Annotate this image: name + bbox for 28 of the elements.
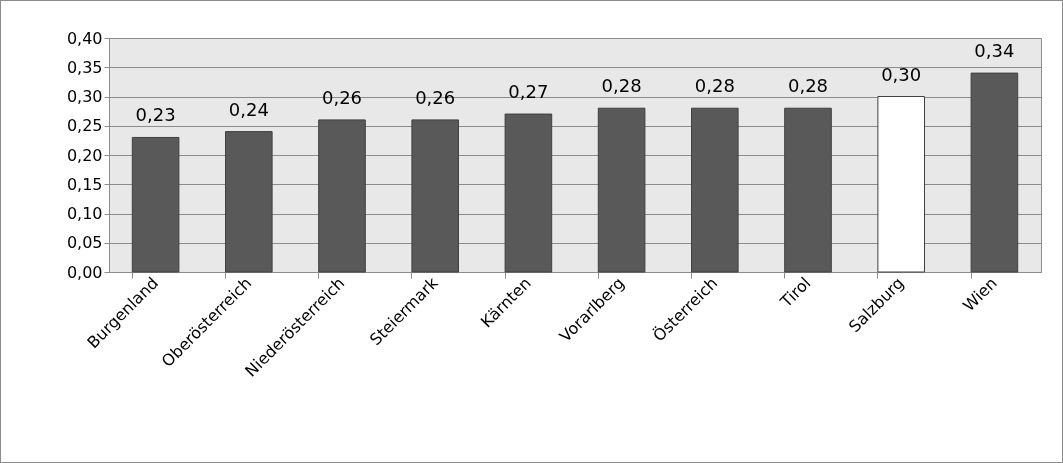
data-label: 0,23 bbox=[135, 104, 176, 126]
y-tick-label: 0,25 bbox=[66, 116, 103, 136]
data-label: 0,26 bbox=[415, 86, 456, 108]
y-tick-label: 0,40 bbox=[66, 28, 103, 48]
bar bbox=[784, 107, 832, 273]
bar bbox=[877, 96, 925, 273]
data-label: 0,27 bbox=[508, 81, 549, 103]
bar bbox=[318, 119, 366, 273]
data-label: 0,26 bbox=[321, 86, 363, 108]
data-label: 0,28 bbox=[694, 75, 735, 97]
bar bbox=[411, 119, 459, 273]
y-tick-label: 0,20 bbox=[66, 145, 103, 165]
data-label: 0,28 bbox=[787, 75, 829, 97]
y-tick-label: 0,05 bbox=[66, 233, 103, 253]
data-label: 0,30 bbox=[881, 63, 922, 85]
y-tick-label: 0,15 bbox=[66, 174, 103, 194]
y-tick-label: 0,35 bbox=[66, 57, 103, 77]
bar bbox=[970, 72, 1019, 273]
y-tick-label: 0,30 bbox=[66, 87, 103, 106]
y-tick-label: 0,10 bbox=[66, 204, 103, 223]
data-label: 0,24 bbox=[228, 98, 269, 120]
data-label: 0,34 bbox=[974, 40, 1015, 62]
data-label: 0,28 bbox=[601, 75, 642, 97]
bar bbox=[691, 107, 739, 273]
bar bbox=[597, 107, 646, 273]
bar bbox=[504, 113, 553, 273]
bar bbox=[225, 131, 273, 273]
bar bbox=[131, 136, 180, 273]
